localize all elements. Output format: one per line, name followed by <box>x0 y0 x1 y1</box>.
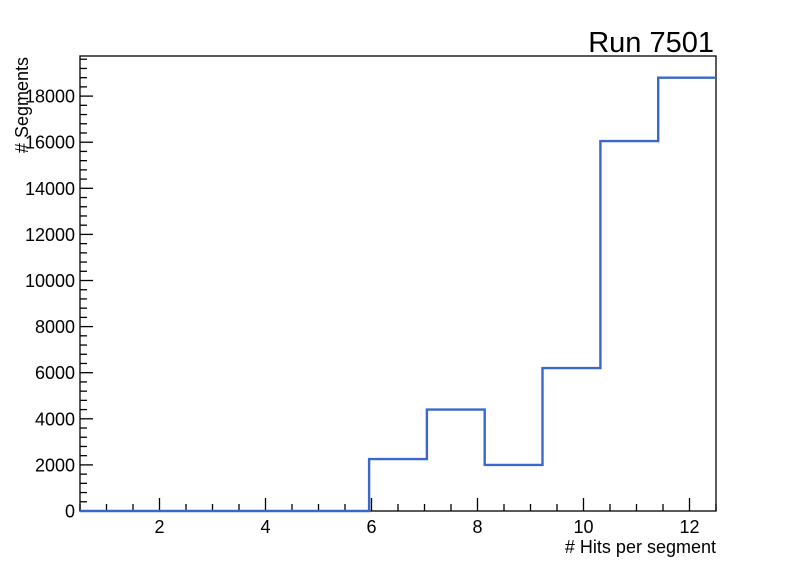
y-tick-label: 2000 <box>35 455 75 475</box>
histogram-step-line <box>80 76 716 513</box>
axis-major-ticks <box>80 95 691 512</box>
y-tick-label: 16000 <box>25 133 75 153</box>
plot-title: Run 7501 <box>588 27 714 59</box>
axis-tick-labels: 2 4 6 8 10 12 0 2000 4000 6000 8000 10000 12000 14000… <box>25 87 700 537</box>
y-tick-label: 18000 <box>25 87 75 107</box>
plot-frame <box>79 55 717 512</box>
x-tick-label: 12 <box>679 517 699 537</box>
y-tick-label: 0 <box>65 502 75 522</box>
y-tick-label: 8000 <box>35 317 75 337</box>
axis-minor-ticks <box>79 58 717 511</box>
x-tick-label: 2 <box>154 517 164 537</box>
y-axis-title: # Segments <box>12 57 32 153</box>
y-tick-label: 14000 <box>25 179 75 199</box>
x-tick-label: 8 <box>472 517 482 537</box>
y-tick-label: 6000 <box>35 363 75 383</box>
y-tick-label: 10000 <box>25 271 75 291</box>
x-tick-label: 10 <box>573 517 593 537</box>
y-tick-label: 12000 <box>25 225 75 245</box>
x-tick-label: 4 <box>260 517 270 537</box>
y-tick-label: 4000 <box>35 409 75 429</box>
x-tick-label: 6 <box>366 517 376 537</box>
x-axis-title: # Hits per segment <box>565 537 716 557</box>
